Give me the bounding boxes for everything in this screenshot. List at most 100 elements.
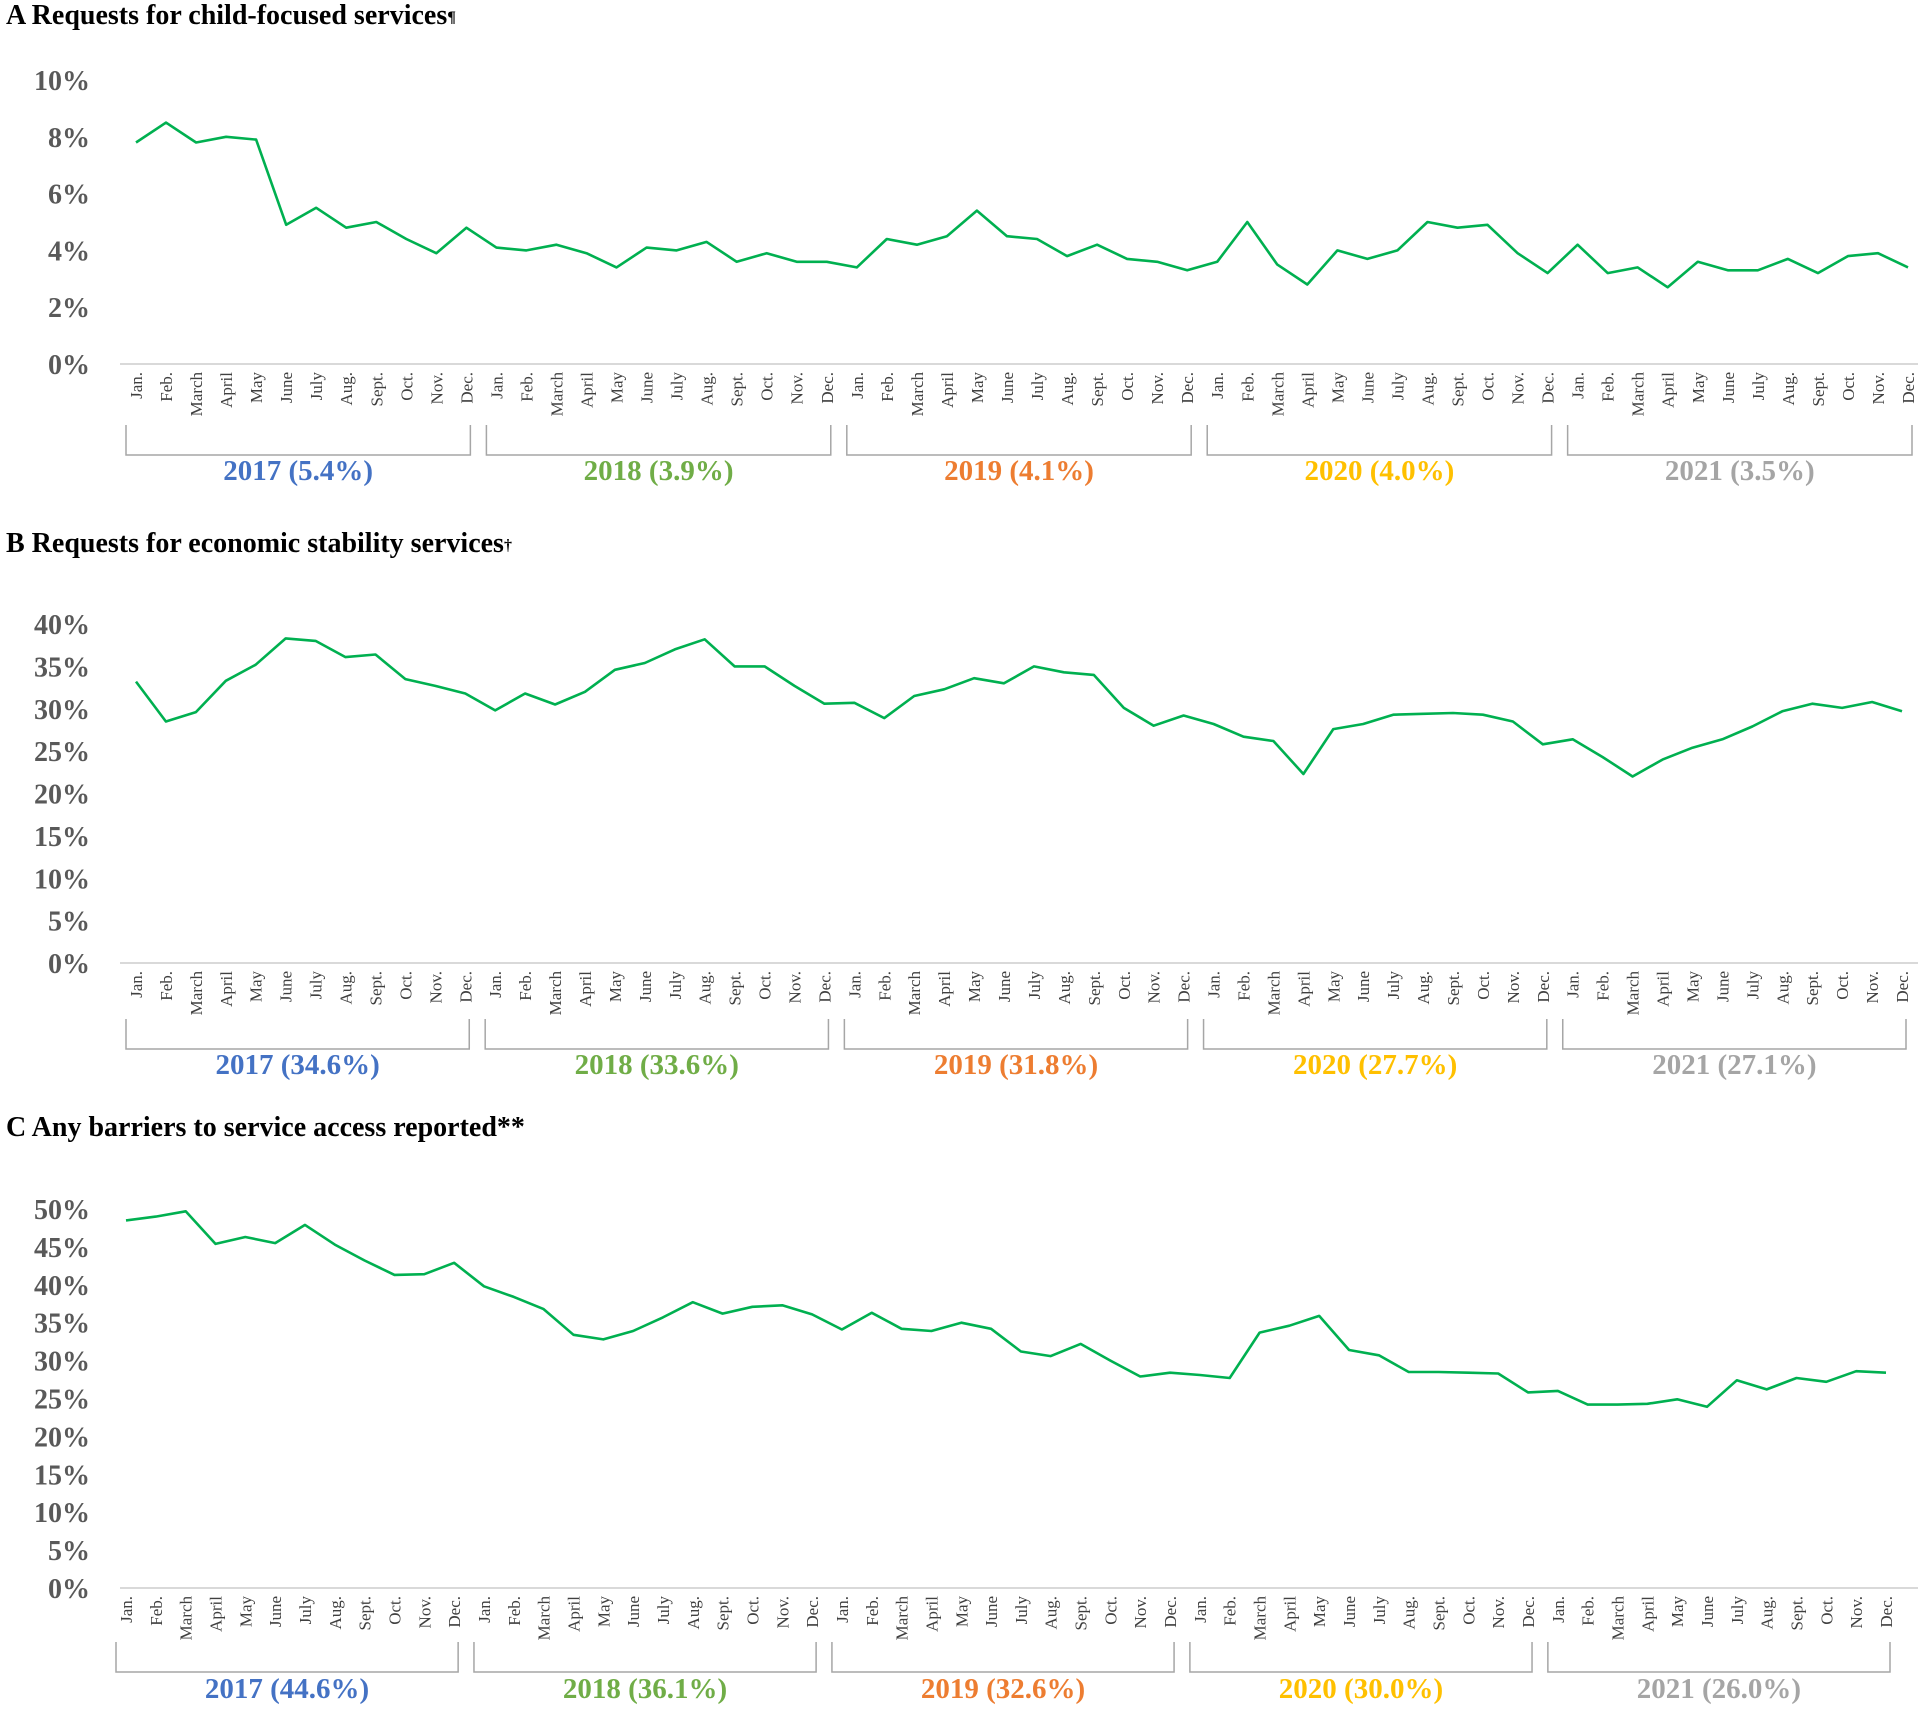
y-tick-label: 8% — [48, 123, 90, 154]
data-point — [1275, 263, 1279, 267]
x-tick-label: Nov. — [1489, 1596, 1508, 1628]
data-point — [164, 121, 168, 125]
year-bracket — [115, 1642, 459, 1673]
data-point — [512, 1295, 516, 1299]
series-line — [125, 1210, 1887, 1409]
panel-b: B Requests for economic stability servic… — [0, 528, 1920, 1088]
data-point — [1122, 706, 1126, 710]
data-point — [572, 1333, 576, 1337]
year-label: 2021 (26.0%) — [1637, 1673, 1801, 1705]
x-tick-label: Sept. — [1430, 1596, 1449, 1630]
y-tick-label: 25% — [34, 737, 90, 768]
x-tick-label: Aug. — [337, 971, 356, 1005]
data-point — [1876, 251, 1880, 255]
x-tick-label: Sept. — [367, 372, 386, 406]
x-tick-label: Feb. — [516, 971, 535, 1001]
x-tick-label: Sept. — [366, 971, 385, 1005]
x-tick-label: July — [1384, 971, 1403, 1000]
data-point — [243, 1235, 247, 1239]
x-tick-label: May — [1324, 971, 1343, 1003]
year-bracket — [1566, 425, 1913, 456]
data-point — [929, 1329, 933, 1333]
data-point — [1481, 713, 1485, 717]
data-point — [1215, 260, 1219, 264]
data-point — [1824, 1380, 1828, 1384]
x-tick-label: Jan. — [117, 1596, 136, 1623]
panel-title: B Requests for economic stability servic… — [6, 528, 512, 560]
year-bracket — [843, 1019, 1189, 1050]
year-bracket — [485, 425, 832, 456]
year-label: 2017 (44.6%) — [205, 1673, 369, 1705]
x-tick-label: June — [277, 971, 296, 1002]
x-tick-label: Nov. — [1869, 372, 1888, 404]
x-tick-label: Feb. — [863, 1596, 882, 1626]
x-tick-label: Nov. — [1131, 1596, 1150, 1628]
x-tick-label: Aug. — [698, 372, 717, 406]
year-label: 2021 (3.5%) — [1665, 455, 1815, 487]
data-point — [1516, 251, 1520, 255]
data-point — [194, 710, 198, 714]
x-tick-label: Jan. — [1191, 1596, 1210, 1623]
data-point — [840, 1328, 844, 1332]
data-point — [825, 260, 829, 264]
data-point — [885, 237, 889, 241]
data-point — [494, 246, 498, 250]
data-point — [344, 226, 348, 230]
x-tick-label: Dec. — [1893, 971, 1912, 1003]
x-tick-label: June — [995, 971, 1014, 1002]
x-tick-label: June — [1340, 1596, 1359, 1627]
data-point — [542, 1307, 546, 1311]
x-tick-label: July — [668, 372, 687, 401]
data-point — [1125, 257, 1129, 261]
data-point — [433, 684, 437, 688]
data-point — [1152, 724, 1156, 728]
x-tick-label: Sept. — [1809, 372, 1828, 406]
data-point — [1305, 283, 1309, 287]
data-point — [184, 1209, 188, 1213]
data-point — [1271, 739, 1275, 743]
data-point — [852, 701, 856, 705]
y-tick-label: 10% — [34, 864, 90, 895]
x-tick-label: Sept. — [1448, 372, 1467, 406]
data-point — [1407, 1370, 1411, 1374]
x-tick-label: April — [1654, 971, 1673, 1007]
data-point — [1691, 746, 1695, 750]
data-point — [524, 248, 528, 252]
data-point — [721, 1312, 725, 1316]
x-tick-label: Dec. — [1175, 971, 1194, 1003]
data-point — [314, 206, 318, 210]
x-tick-label: June — [277, 372, 296, 403]
data-point — [915, 243, 919, 247]
x-tick-label: Oct. — [385, 1596, 404, 1625]
data-point — [1541, 742, 1545, 746]
data-point — [1242, 735, 1246, 739]
x-tick-label: Jan. — [845, 971, 864, 998]
y-tick-label: 10% — [34, 1498, 90, 1529]
data-point — [673, 647, 677, 651]
x-tick-label: Feb. — [878, 372, 897, 402]
data-point — [645, 246, 649, 250]
year-bracket — [1206, 425, 1553, 456]
x-tick-label: Nov. — [1504, 971, 1523, 1003]
x-tick-label: Jan. — [848, 372, 867, 399]
x-tick-label: March — [187, 971, 206, 1016]
x-tick-label: May — [1689, 372, 1708, 404]
data-point — [1586, 1403, 1590, 1407]
x-tick-label: Dec. — [1877, 1596, 1896, 1628]
panel-title: C Any barriers to service access reporte… — [6, 1112, 525, 1144]
x-tick-label: April — [1294, 971, 1313, 1007]
x-tick-label: March — [893, 1596, 912, 1641]
data-point — [1735, 1378, 1739, 1382]
y-tick-label: 2% — [48, 293, 90, 324]
x-tick-label: Jan. — [475, 1596, 494, 1623]
y-tick-label: 35% — [34, 1309, 90, 1340]
data-point — [1810, 702, 1814, 706]
data-point — [1002, 681, 1006, 685]
data-point — [765, 251, 769, 255]
x-tick-label: Jan. — [1549, 1596, 1568, 1623]
data-point — [1212, 722, 1216, 726]
data-point — [1645, 1402, 1649, 1406]
series-line — [134, 637, 1903, 778]
data-point — [1606, 271, 1610, 275]
data-point — [601, 1337, 605, 1341]
